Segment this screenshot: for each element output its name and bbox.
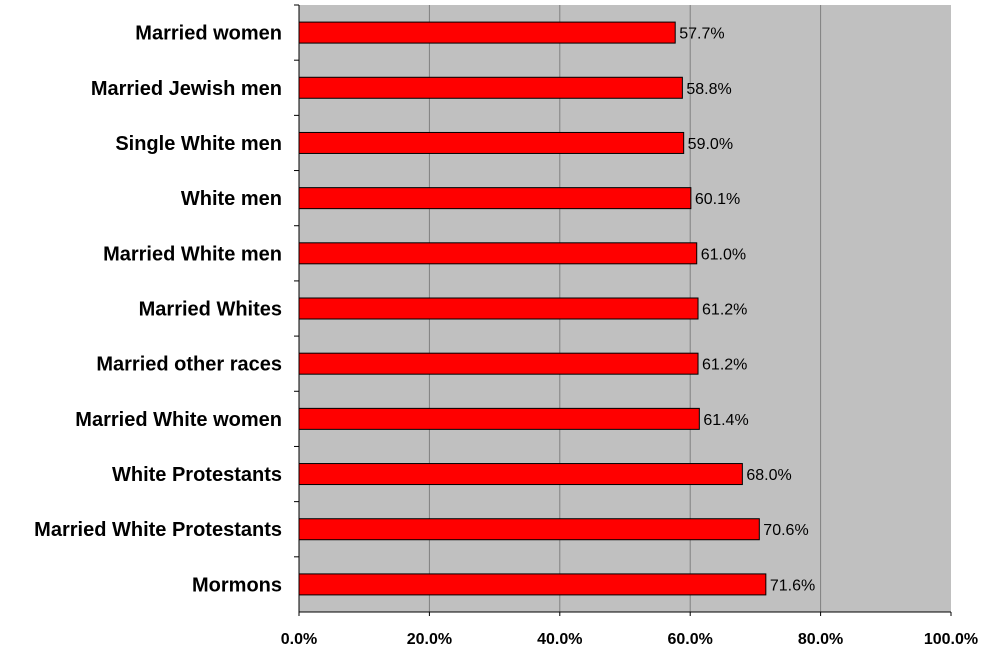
category-label: Married White men bbox=[103, 243, 282, 265]
bar bbox=[298, 187, 692, 210]
bar bbox=[298, 76, 683, 99]
x-tick-label: 20.0% bbox=[407, 631, 452, 648]
bar bbox=[298, 407, 700, 430]
category-label: White Protestants bbox=[112, 464, 282, 486]
category-label: Married Jewish men bbox=[91, 78, 282, 100]
x-tick-label: 80.0% bbox=[798, 631, 843, 648]
data-label: 58.8% bbox=[686, 81, 731, 98]
bar bbox=[298, 518, 760, 541]
category-label: Married White Protestants bbox=[34, 519, 282, 541]
data-label: 57.7% bbox=[679, 26, 724, 43]
bar bbox=[298, 352, 699, 375]
bar bbox=[298, 21, 676, 44]
data-label: 70.6% bbox=[763, 522, 808, 539]
data-label: 71.6% bbox=[770, 577, 815, 594]
data-label: 59.0% bbox=[688, 136, 733, 153]
data-label: 61.4% bbox=[703, 412, 748, 429]
data-label: 61.2% bbox=[702, 357, 747, 374]
x-tick-label: 100.0% bbox=[924, 631, 978, 648]
bar bbox=[298, 573, 767, 596]
data-labels: 57.7% 58.8% 59.0% 60.1% 61.0% 61.2% 61.2% 61.4%… bbox=[679, 26, 815, 595]
bar bbox=[298, 463, 743, 486]
category-label: Married other races bbox=[96, 354, 282, 376]
data-label: 68.0% bbox=[746, 467, 791, 484]
x-tick-label: 0.0% bbox=[281, 631, 317, 648]
bar bbox=[298, 242, 698, 265]
category-label: Married White women bbox=[75, 409, 282, 431]
data-label: 61.2% bbox=[702, 302, 747, 319]
category-label: Single White men bbox=[115, 133, 282, 155]
bar bbox=[298, 131, 685, 154]
category-label: Married Whites bbox=[139, 299, 282, 321]
category-label: Married women bbox=[135, 23, 282, 45]
x-tick-label: 60.0% bbox=[668, 631, 713, 648]
bars bbox=[298, 21, 767, 596]
category-labels: Married women Married Jewish men Single Wh… bbox=[34, 23, 282, 597]
x-axis: 0.0% 20.0% 40.0% 60.0% 80.0% 100.0% bbox=[281, 4, 978, 648]
category-label: White men bbox=[181, 188, 282, 210]
data-label: 60.1% bbox=[695, 191, 740, 208]
category-label: Mormons bbox=[192, 574, 282, 596]
data-label: 61.0% bbox=[701, 246, 746, 263]
x-tick-label: 40.0% bbox=[537, 631, 582, 648]
bar bbox=[298, 297, 699, 320]
